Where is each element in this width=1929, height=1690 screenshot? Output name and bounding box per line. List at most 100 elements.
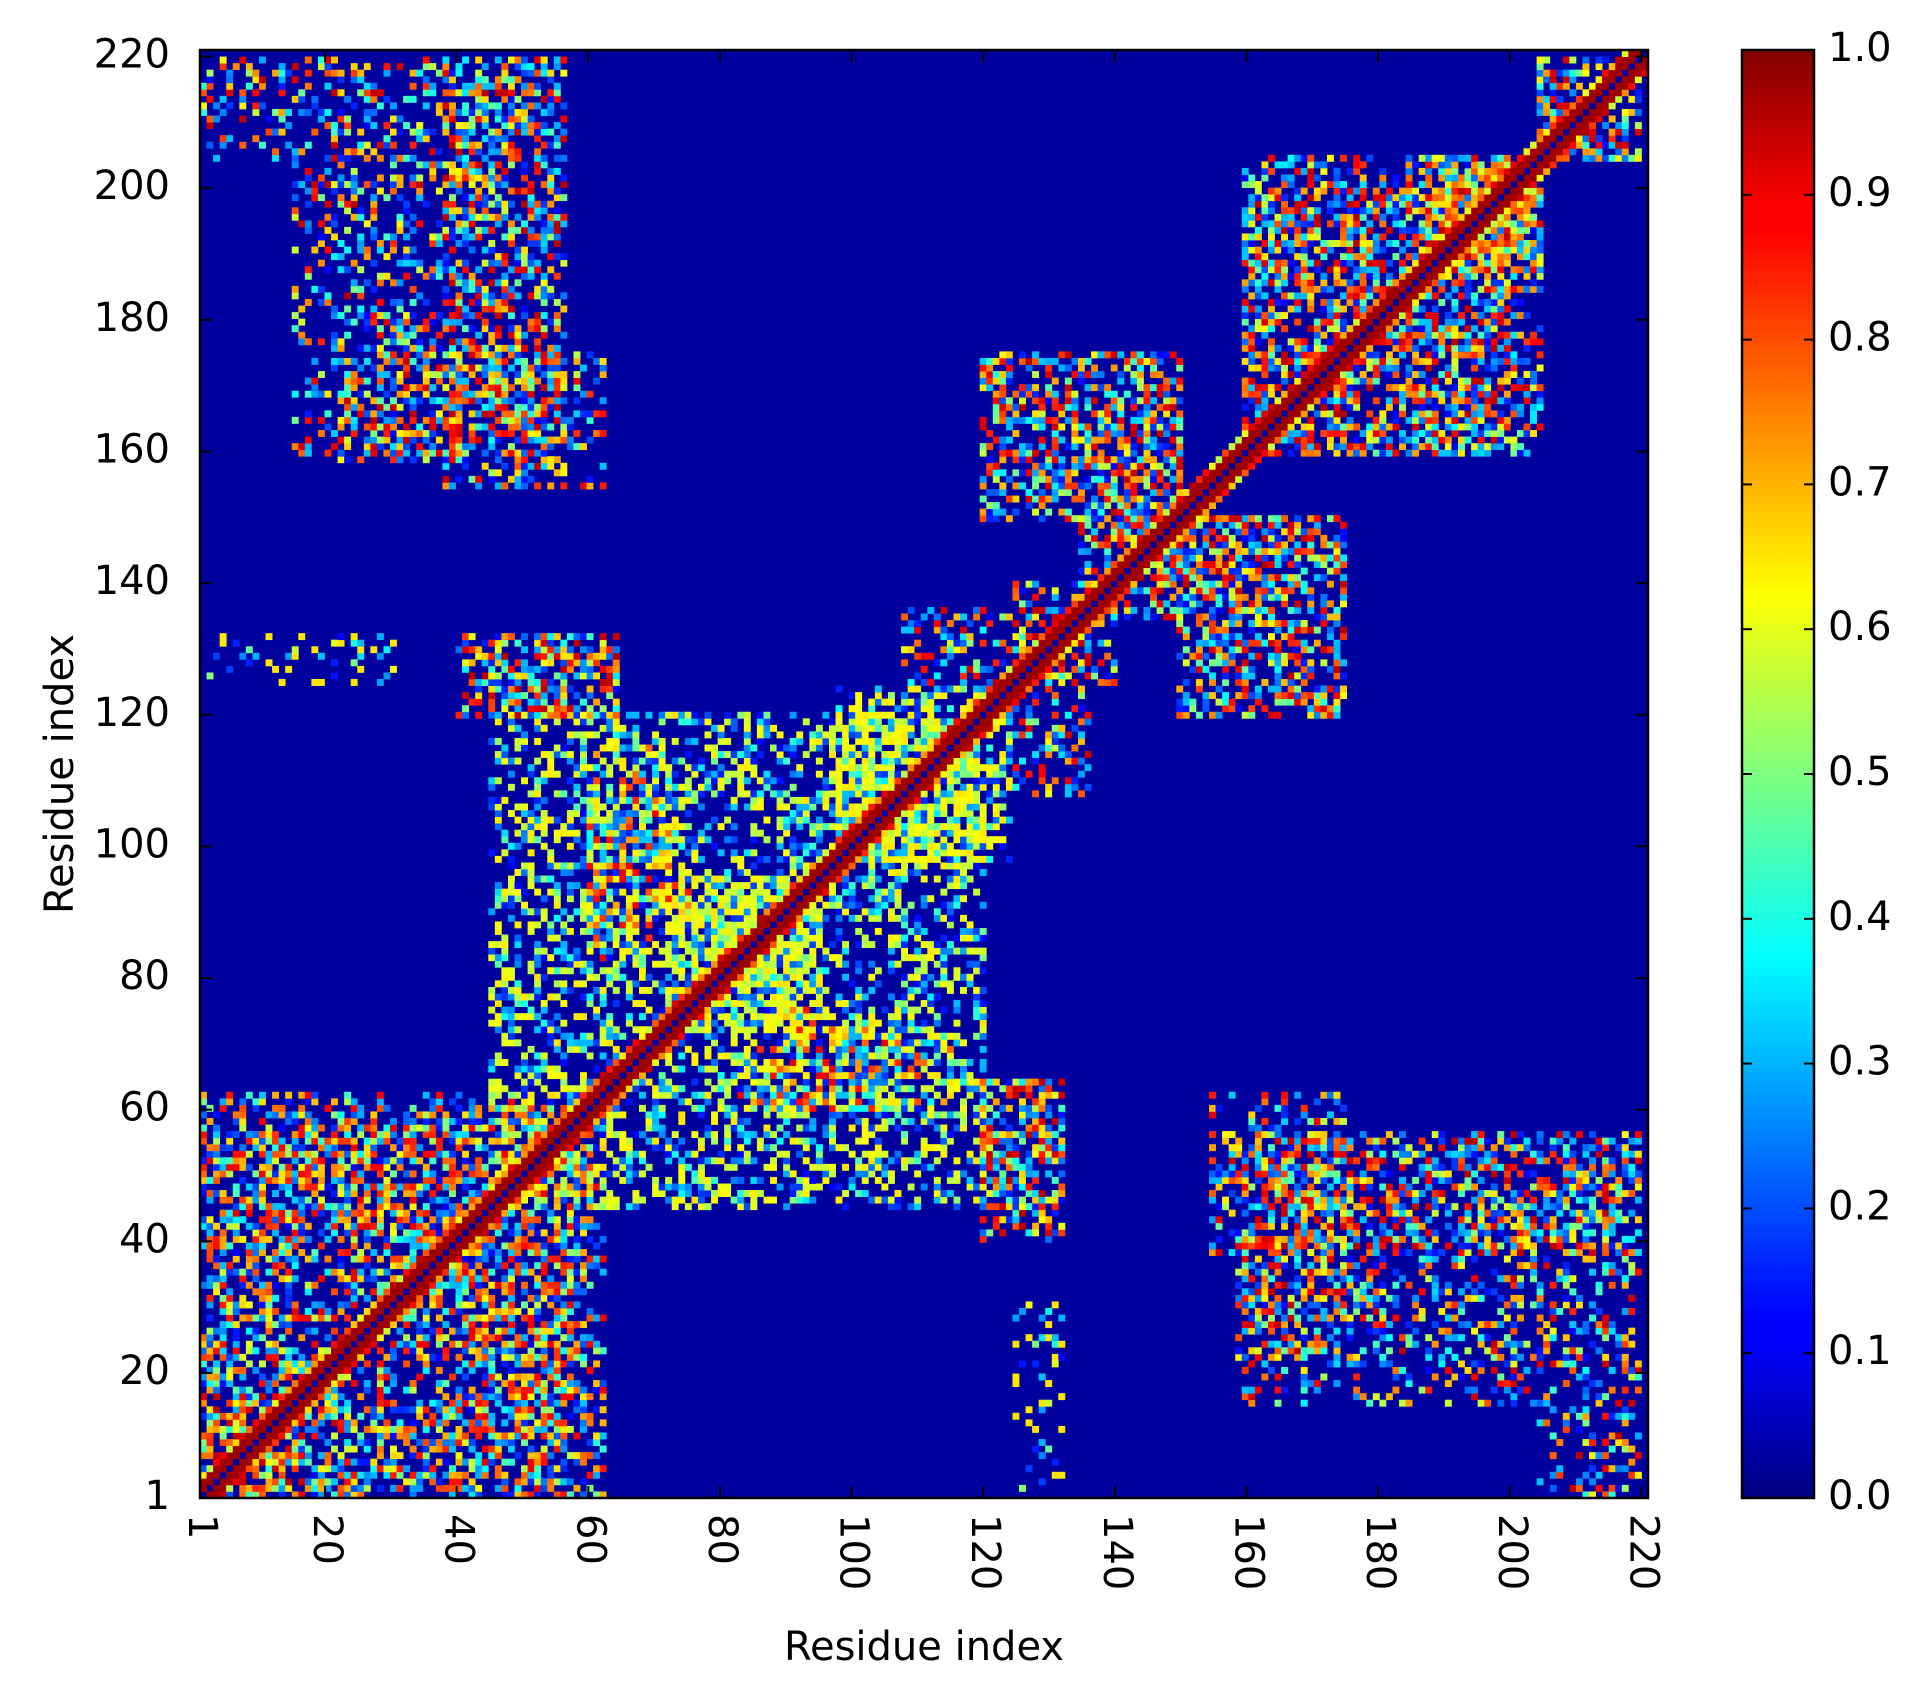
heatmap-cell <box>422 1366 430 1374</box>
heatmap-cell <box>501 888 509 896</box>
heatmap-cell <box>213 1412 221 1420</box>
heatmap-cell <box>540 652 548 660</box>
heatmap-cell <box>285 1176 293 1184</box>
heatmap-cell <box>501 639 509 647</box>
heatmap-cell <box>665 829 673 837</box>
heatmap-cell <box>239 1399 247 1407</box>
heatmap-cell <box>304 1406 312 1414</box>
heatmap-cell <box>606 692 614 700</box>
heatmap-cell <box>521 1078 528 1086</box>
heatmap-cell <box>455 1281 463 1289</box>
heatmap-cell <box>442 475 450 483</box>
heatmap-cell <box>494 1150 502 1158</box>
heatmap-cell <box>265 1137 273 1145</box>
heatmap-cell <box>481 449 489 457</box>
heatmap-cell <box>553 1314 561 1322</box>
heatmap-cell <box>560 947 568 955</box>
heatmap-cell <box>547 344 555 352</box>
heatmap-cell <box>429 266 437 274</box>
heatmap-cell <box>429 384 437 392</box>
heatmap-cell <box>566 1104 574 1112</box>
heatmap-cell <box>560 1157 568 1165</box>
heatmap-cell <box>580 1386 587 1394</box>
heatmap-cell <box>462 1373 470 1381</box>
heatmap-cell <box>494 56 502 64</box>
heatmap-cell <box>625 1144 633 1152</box>
heatmap-cell <box>422 436 430 444</box>
heatmap-cell <box>475 312 483 320</box>
heatmap-cell <box>442 115 450 123</box>
heatmap-cell <box>232 1209 240 1217</box>
heatmap-cell <box>455 154 463 162</box>
heatmap-cell <box>317 298 325 306</box>
heatmap-cell <box>475 482 483 490</box>
heatmap-cell <box>435 377 443 385</box>
heatmap-cell <box>638 744 646 752</box>
heatmap-cell <box>285 1144 293 1152</box>
heatmap-cell <box>291 1262 299 1270</box>
heatmap-cell <box>468 679 476 686</box>
heatmap-cell <box>448 1183 456 1191</box>
heatmap-cell <box>645 836 653 844</box>
heatmap-cell <box>363 1458 371 1466</box>
heatmap-cell <box>632 1045 640 1053</box>
heatmap-cell <box>521 1209 528 1217</box>
heatmap-cell <box>265 633 273 641</box>
heatmap-cell <box>455 449 463 457</box>
heatmap-cell <box>475 1209 483 1217</box>
heatmap-cell <box>435 1334 443 1342</box>
heatmap-cell <box>226 1216 234 1224</box>
heatmap-cell <box>239 1465 247 1473</box>
heatmap-cell <box>422 364 430 372</box>
heatmap-cell <box>481 1471 489 1479</box>
heatmap-cell <box>501 698 509 706</box>
heatmap-cell <box>560 679 568 686</box>
heatmap-cell <box>403 1117 411 1125</box>
heatmap-cell <box>258 1445 266 1453</box>
heatmap-cell <box>586 1471 594 1479</box>
heatmap-cell <box>534 1353 542 1361</box>
heatmap-cell <box>272 1229 280 1237</box>
heatmap-cell <box>599 1131 607 1139</box>
heatmap-cell <box>468 1190 476 1197</box>
heatmap-cell <box>390 161 397 169</box>
heatmap-cell <box>324 1144 332 1152</box>
heatmap-cell <box>481 82 489 90</box>
heatmap-cell <box>665 1000 673 1007</box>
heatmap-cell <box>586 1262 594 1270</box>
heatmap-cell <box>311 390 319 398</box>
heatmap-cell <box>599 1039 607 1047</box>
heatmap-cell <box>632 1203 640 1211</box>
heatmap-cell <box>586 1098 594 1106</box>
heatmap-cell <box>390 1307 397 1315</box>
heatmap-cell <box>455 357 463 365</box>
heatmap-cell <box>317 1406 325 1414</box>
heatmap-cell <box>665 790 673 798</box>
heatmap-cell <box>619 757 627 765</box>
heatmap-cell <box>462 1222 470 1230</box>
heatmap-cell <box>534 633 542 641</box>
heatmap-cell <box>514 1386 522 1394</box>
heatmap-cell <box>455 89 463 97</box>
heatmap-cell <box>521 1059 528 1066</box>
heatmap-cell <box>606 1150 614 1158</box>
heatmap-cell <box>507 1163 515 1171</box>
heatmap-cell <box>665 986 673 994</box>
heatmap-cell <box>213 1124 221 1132</box>
heatmap-cell <box>527 927 535 935</box>
heatmap-cell <box>376 246 384 254</box>
heatmap-cell <box>213 1425 221 1433</box>
heatmap-cell <box>363 1209 371 1217</box>
heatmap-cell <box>494 220 502 228</box>
heatmap-cell <box>331 1347 338 1355</box>
heatmap-cell <box>573 652 581 660</box>
heatmap-cell <box>481 1406 489 1414</box>
heatmap-cell <box>291 1117 299 1125</box>
heatmap-cell <box>560 967 568 975</box>
heatmap-cell <box>448 449 456 457</box>
heatmap-cell <box>258 56 266 64</box>
heatmap-cell <box>566 1373 574 1381</box>
heatmap-cell <box>580 1275 587 1283</box>
heatmap-cell <box>350 1425 358 1433</box>
heatmap-cell <box>337 423 345 431</box>
